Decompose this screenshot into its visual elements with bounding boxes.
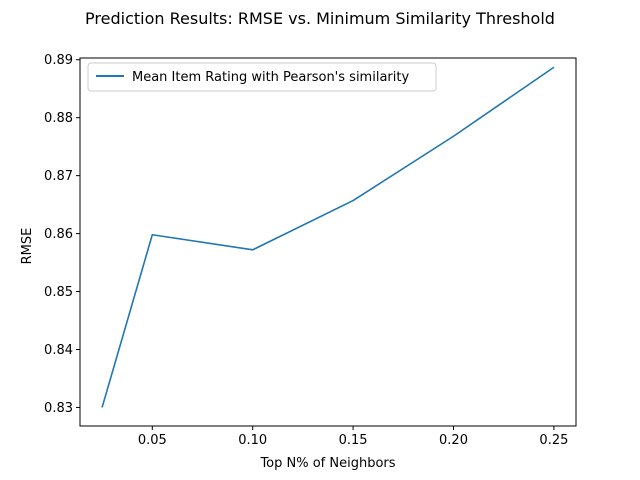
legend-box — [87, 62, 437, 92]
legend: Mean Item Rating with Pearson's similari… — [87, 62, 437, 92]
x-tick-label: 0.15 — [339, 433, 368, 448]
plot-area: 0.05 0.10 0.15 0.20 0.25 0.830.840.850.860.8… — [44, 53, 577, 448]
y-tick-label: 0.85 — [44, 285, 73, 300]
y-tick-label: 0.88 — [44, 111, 73, 126]
y-tick-label: 0.87 — [44, 169, 73, 184]
plot-frame — [79, 57, 577, 427]
chart-title: Prediction Results: RMSE vs. Minimum Sim… — [85, 9, 555, 28]
plot-background — [80, 58, 576, 426]
legend-label: Mean Item Rating with Pearson's similari… — [132, 70, 409, 85]
y-tick-label: 0.86 — [44, 227, 73, 242]
y-tick-label: 0.84 — [44, 343, 73, 358]
x-axis-label: Top N% of Neighbors — [259, 456, 395, 471]
x-tick-label: 0.20 — [439, 433, 468, 448]
x-tick-label: 0.10 — [238, 433, 267, 448]
series-layer — [101, 66, 555, 408]
x-tick-label: 0.25 — [539, 433, 568, 448]
y-tick-label: 0.83 — [44, 401, 73, 416]
y-axis-label: RMSE — [20, 228, 35, 265]
series-line — [101, 66, 555, 408]
y-axis-ticks: 0.83 0.84 0.85 0.86 0.87 0.88 0.89 — [44, 53, 80, 416]
x-axis-ticks: 0.05 0.10 0.15 0.20 0.25 — [138, 426, 568, 448]
x-tick-label: 0.05 — [138, 433, 167, 448]
y-tick-label: 0.89 — [44, 53, 73, 68]
